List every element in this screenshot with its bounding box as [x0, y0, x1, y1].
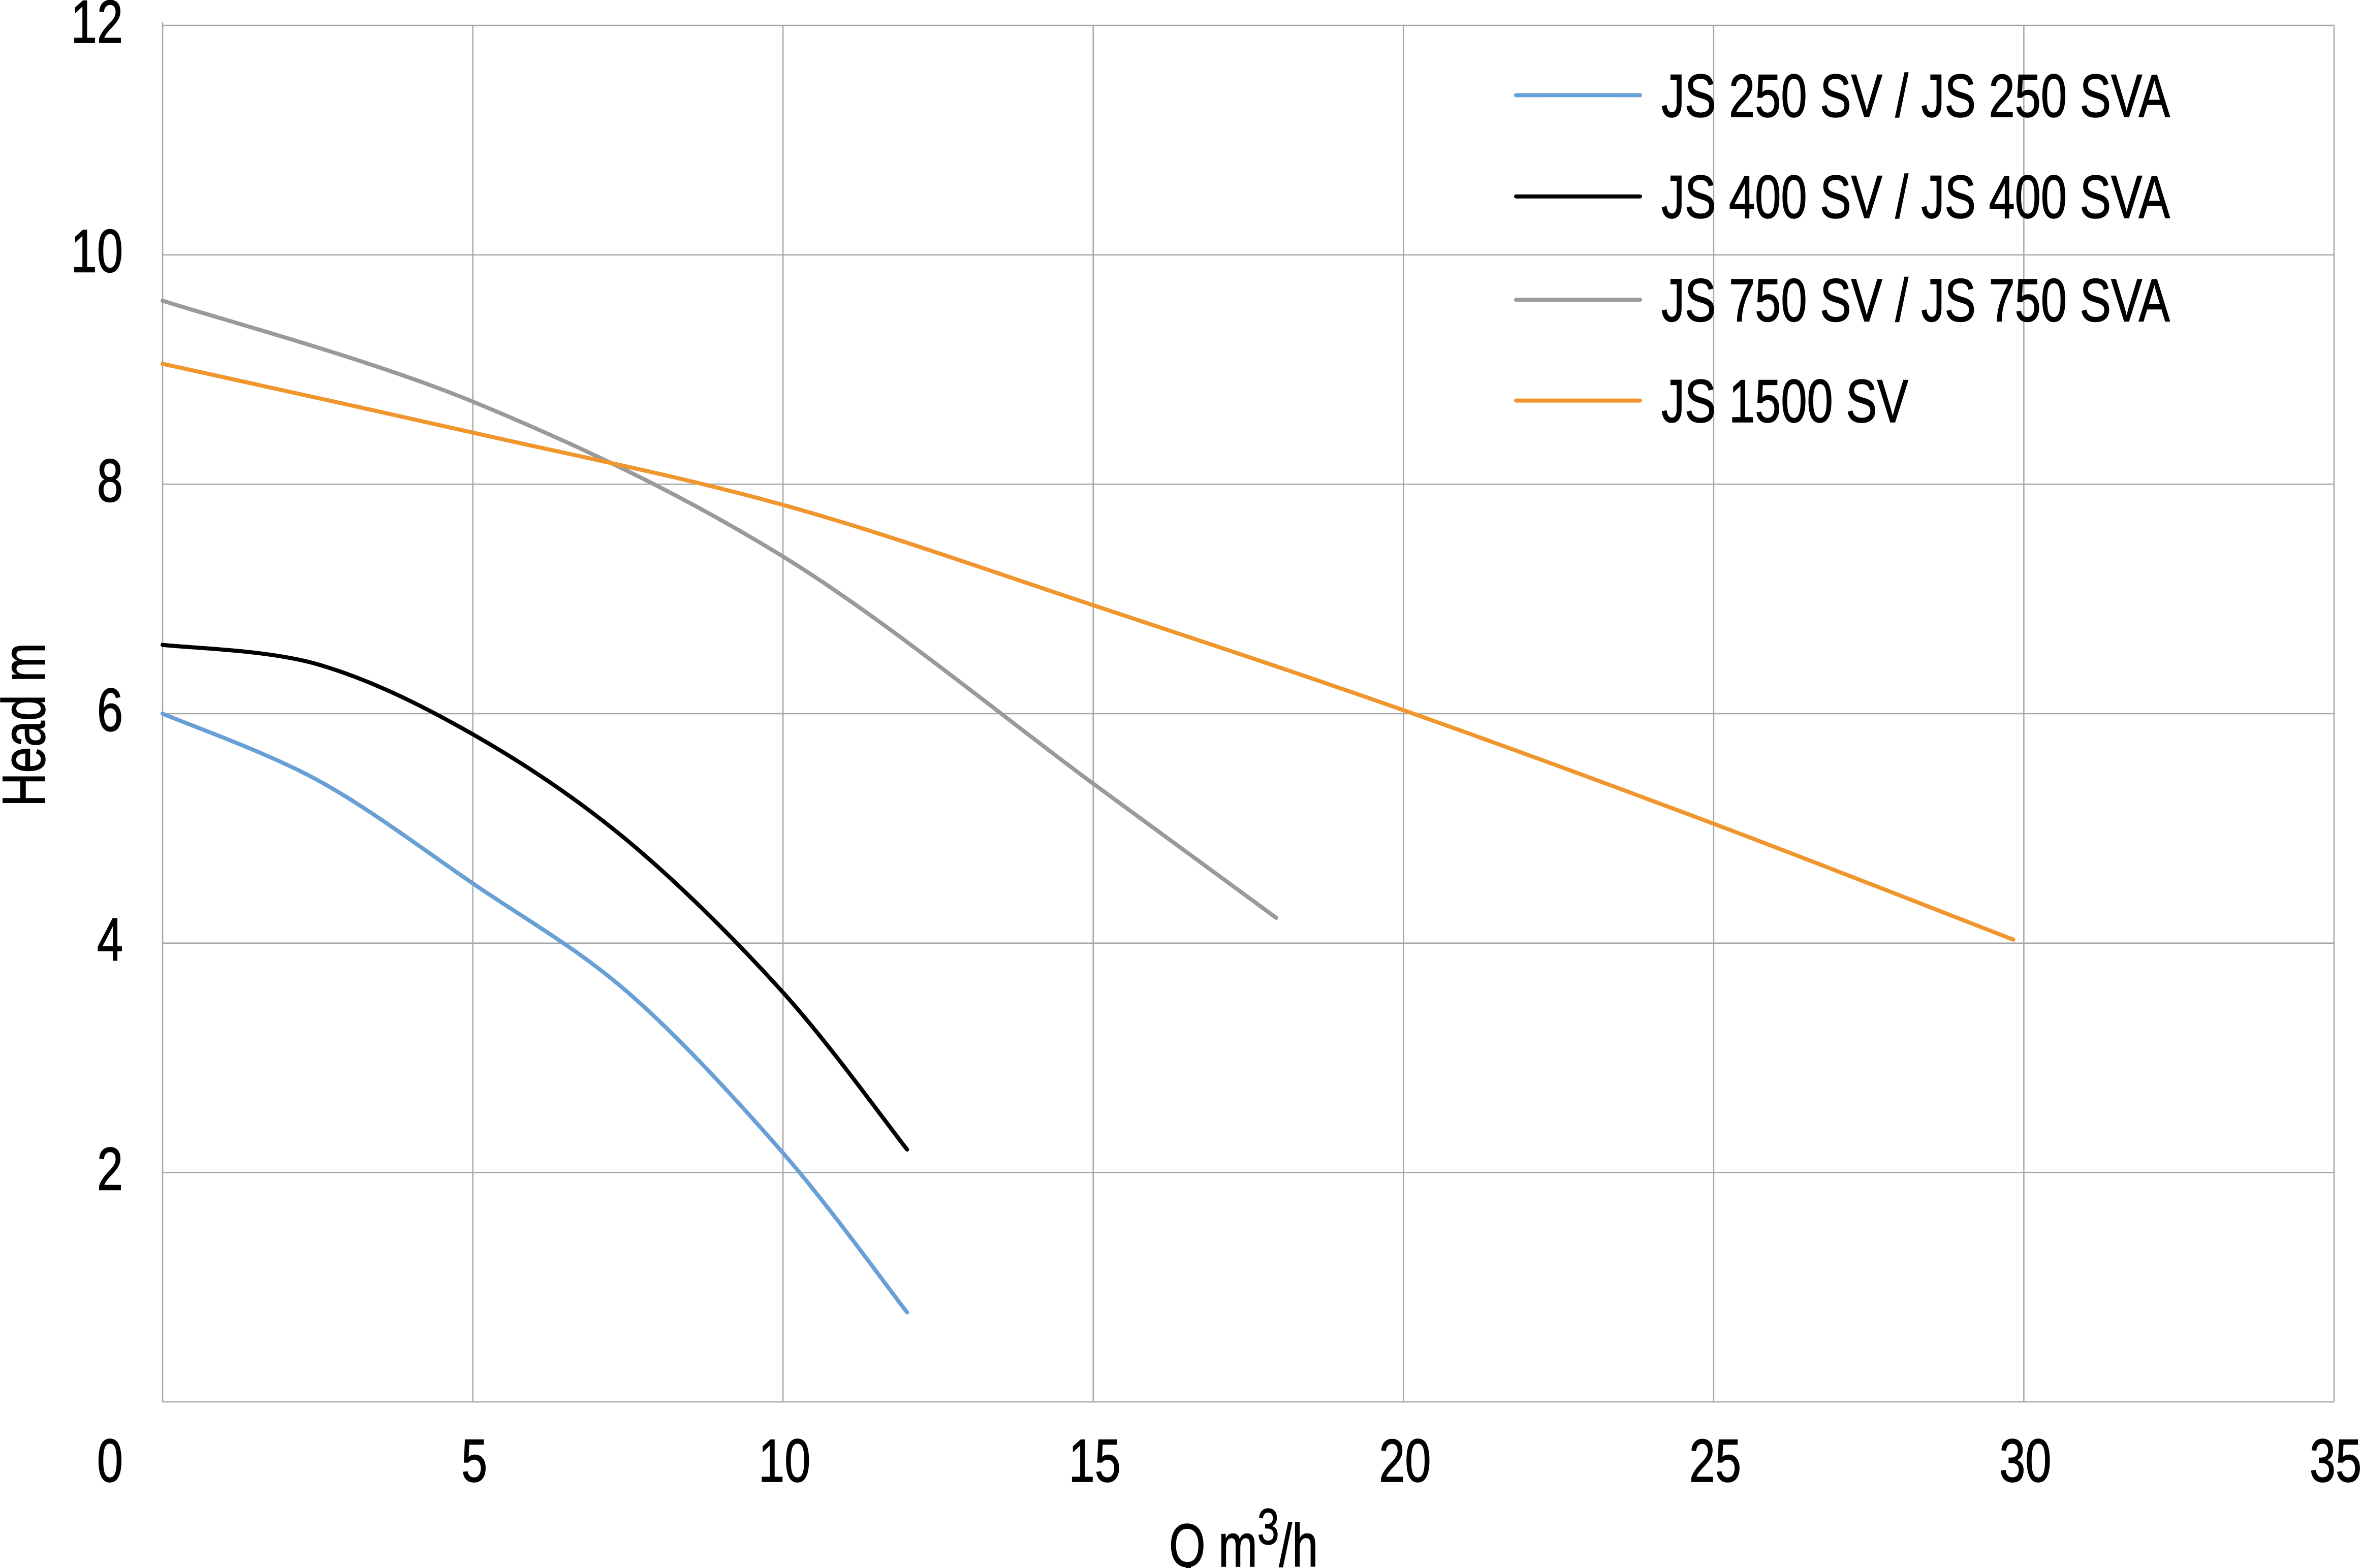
svg-text:Q m: Q m	[1169, 1511, 1257, 1568]
svg-text:10: 10	[759, 1426, 810, 1495]
svg-text:Head m: Head m	[0, 643, 58, 807]
svg-text:10: 10	[71, 217, 123, 285]
svg-text:20: 20	[1379, 1426, 1431, 1495]
svg-text:0: 0	[97, 1426, 123, 1495]
svg-text:JS 250 SV / JS 250 SVA: JS 250 SV / JS 250 SVA	[1661, 61, 2170, 130]
svg-text:/h: /h	[1279, 1511, 1318, 1568]
svg-text:12: 12	[71, 0, 123, 56]
svg-text:4: 4	[97, 905, 123, 974]
svg-text:6: 6	[97, 676, 123, 744]
svg-text:25: 25	[1689, 1426, 1741, 1495]
svg-text:JS 750 SV / JS 750 SVA: JS 750 SV / JS 750 SVA	[1661, 266, 2170, 335]
svg-text:8: 8	[97, 446, 123, 515]
svg-text:5: 5	[461, 1426, 487, 1495]
svg-text:30: 30	[1999, 1426, 2051, 1495]
svg-text:35: 35	[2310, 1426, 2361, 1495]
svg-text:JS 1500 SV: JS 1500 SV	[1661, 367, 1908, 435]
svg-text:JS 400 SV / JS 400 SVA: JS 400 SV / JS 400 SVA	[1661, 163, 2170, 231]
svg-text:3: 3	[1257, 1498, 1279, 1555]
svg-text:2: 2	[97, 1134, 123, 1203]
svg-text:15: 15	[1069, 1426, 1121, 1495]
